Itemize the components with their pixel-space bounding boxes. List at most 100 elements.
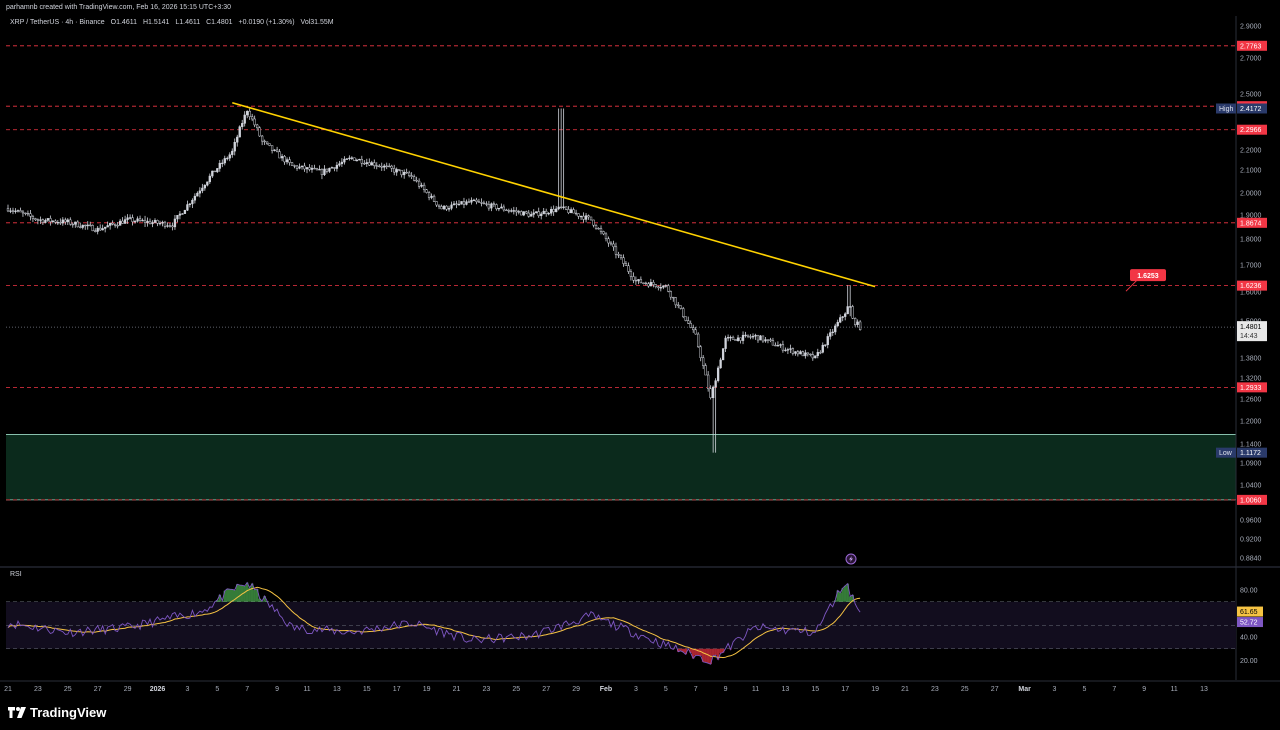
candle-body[interactable] <box>844 313 847 317</box>
candle-body[interactable] <box>383 165 386 168</box>
candle-body[interactable] <box>363 162 366 165</box>
candle-body[interactable] <box>854 318 857 325</box>
candle-body[interactable] <box>171 225 174 228</box>
candle-body[interactable] <box>647 283 650 287</box>
candle-body[interactable] <box>839 317 842 323</box>
candle-body[interactable] <box>370 162 373 166</box>
candle-body[interactable] <box>704 365 707 376</box>
candle-body[interactable] <box>44 220 47 223</box>
candle-body[interactable] <box>806 352 809 355</box>
candle-body[interactable] <box>128 217 132 219</box>
candle-body[interactable] <box>221 162 224 165</box>
candle-body[interactable] <box>288 159 291 163</box>
candle-body[interactable] <box>617 254 620 256</box>
candle-body[interactable] <box>769 339 772 341</box>
candle-body[interactable] <box>856 321 859 325</box>
candle-body[interactable] <box>308 167 311 170</box>
candle-body[interactable] <box>430 195 433 198</box>
candle-body[interactable] <box>442 205 446 210</box>
candle-body[interactable] <box>831 331 834 333</box>
candle-body[interactable] <box>462 201 466 205</box>
candle-body[interactable] <box>378 165 381 167</box>
candle-body[interactable] <box>667 285 670 292</box>
candle-body[interactable] <box>388 165 391 168</box>
candle-body[interactable] <box>310 167 314 170</box>
candle-body[interactable] <box>689 323 692 328</box>
candle-body[interactable] <box>789 348 792 350</box>
candle-body[interactable] <box>138 218 142 221</box>
candle-body[interactable] <box>420 184 423 187</box>
candle-body[interactable] <box>19 210 22 213</box>
candle-body[interactable] <box>198 190 202 194</box>
candle-body[interactable] <box>216 168 219 173</box>
candle-body[interactable] <box>231 150 234 155</box>
candle-body[interactable] <box>579 215 583 218</box>
candle-body[interactable] <box>36 219 40 221</box>
candle-body[interactable] <box>495 204 498 210</box>
candle-body[interactable] <box>776 345 780 347</box>
candle-body[interactable] <box>94 230 97 232</box>
candle-body[interactable] <box>151 222 154 225</box>
candle-body[interactable] <box>811 354 814 359</box>
candle-body[interactable] <box>422 184 426 191</box>
candle-body[interactable] <box>41 219 45 223</box>
candle-body[interactable] <box>330 167 334 169</box>
candle-body[interactable] <box>340 161 344 165</box>
candle-body[interactable] <box>614 246 618 255</box>
candle-body[interactable] <box>196 192 199 197</box>
candle-body[interactable] <box>360 159 363 164</box>
candle-body[interactable] <box>672 296 675 299</box>
candle-body[interactable] <box>657 286 660 288</box>
candle-body[interactable] <box>173 218 177 228</box>
candle-body[interactable] <box>253 118 256 126</box>
candle-body[interactable] <box>368 162 371 166</box>
candle-body[interactable] <box>74 221 77 225</box>
candle-body[interactable] <box>181 213 184 215</box>
candle-body[interactable] <box>116 225 119 227</box>
candle-body[interactable] <box>268 143 271 146</box>
candle-body[interactable] <box>721 348 725 361</box>
candle-body[interactable] <box>756 334 760 341</box>
candle-body[interactable] <box>726 337 730 339</box>
candle-body[interactable] <box>11 210 15 212</box>
candle-body[interactable] <box>398 169 401 171</box>
candle-body[interactable] <box>106 225 109 228</box>
candle-body[interactable] <box>51 220 55 222</box>
candle-body[interactable] <box>510 210 513 212</box>
candle-body[interactable] <box>682 308 685 317</box>
candle-body[interactable] <box>784 349 787 352</box>
candle-body[interactable] <box>674 297 677 306</box>
candle-body[interactable] <box>16 210 20 212</box>
candle-body[interactable] <box>746 334 750 337</box>
candle-body[interactable] <box>400 169 403 176</box>
candle-body[interactable] <box>263 140 266 143</box>
candle-body[interactable] <box>136 218 139 222</box>
candle-body[interactable] <box>69 219 72 225</box>
rsi-pane-label[interactable]: RSI <box>10 571 22 578</box>
candle-body[interactable] <box>243 114 246 124</box>
candle-body[interactable] <box>834 325 837 333</box>
candle-body[interactable] <box>764 339 767 342</box>
candle-body[interactable] <box>719 359 722 369</box>
rsi-line[interactable] <box>7 581 861 665</box>
candle-body[interactable] <box>572 209 575 214</box>
candle-body[interactable] <box>714 380 717 388</box>
candle-body[interactable] <box>702 357 705 366</box>
candle-body[interactable] <box>256 124 259 129</box>
candle-body[interactable] <box>829 332 832 337</box>
candle-body[interactable] <box>450 204 453 209</box>
candle-body[interactable] <box>29 213 32 217</box>
candle-body[interactable] <box>582 215 585 220</box>
candle-body[interactable] <box>295 165 299 169</box>
candle-body[interactable] <box>497 207 501 210</box>
candle-body[interactable] <box>99 227 102 231</box>
candle-body[interactable] <box>530 214 533 217</box>
candle-body[interactable] <box>31 216 35 219</box>
candle-body[interactable] <box>619 254 623 258</box>
candle-body[interactable] <box>188 203 192 205</box>
candle-body[interactable] <box>607 238 610 244</box>
candle-body[interactable] <box>123 219 127 224</box>
candle-body[interactable] <box>318 168 321 171</box>
candle-body[interactable] <box>592 219 595 226</box>
candle-body[interactable] <box>121 220 124 224</box>
